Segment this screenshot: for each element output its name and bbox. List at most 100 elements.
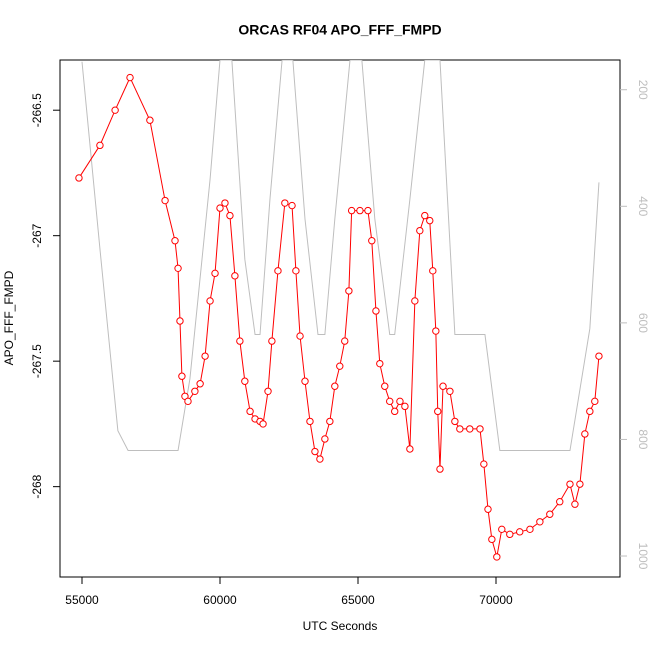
y-tick-label: -267.5 [30, 344, 44, 378]
point [498, 525, 506, 534]
point [241, 377, 249, 385]
point [274, 267, 282, 275]
point [316, 455, 324, 463]
y-axis-label: APO_FFF_FMPD [2, 270, 16, 365]
point [571, 500, 579, 508]
point [556, 498, 564, 506]
x-tick-label: 65000 [341, 593, 375, 607]
point [446, 387, 454, 395]
point [196, 380, 204, 388]
point [586, 407, 594, 416]
point [111, 106, 119, 114]
point [595, 352, 603, 360]
point [396, 397, 404, 406]
point [296, 332, 304, 340]
point [259, 420, 267, 428]
point [576, 480, 584, 488]
point [411, 297, 419, 305]
point [191, 387, 199, 395]
point [206, 297, 214, 305]
point [184, 397, 192, 406]
x-tick-label: 60000 [203, 593, 237, 607]
point [581, 430, 589, 438]
point [321, 435, 329, 443]
point [201, 352, 209, 360]
point [401, 402, 409, 411]
point [416, 226, 424, 235]
point [268, 337, 276, 345]
point [566, 480, 574, 488]
point [391, 407, 399, 416]
point [434, 407, 442, 416]
point [526, 525, 534, 534]
point [331, 382, 339, 390]
y-tick-label: -266.5 [30, 93, 44, 127]
point [174, 264, 182, 273]
point [381, 382, 389, 390]
point [75, 174, 83, 182]
point [429, 267, 437, 275]
point [456, 425, 464, 433]
point [226, 211, 234, 220]
point [341, 337, 349, 345]
point [246, 407, 254, 416]
point [231, 272, 239, 280]
y-tick-label: -267 [30, 223, 44, 247]
point [368, 236, 376, 245]
series-line [78, 76, 600, 558]
point [439, 382, 447, 390]
point [364, 206, 372, 215]
point [171, 236, 179, 245]
series-layer [75, 73, 603, 561]
series-layer [81, 60, 600, 452]
point [326, 417, 334, 426]
point [506, 530, 514, 539]
point [96, 141, 104, 150]
point [301, 377, 309, 385]
point [436, 465, 444, 473]
point [591, 397, 599, 406]
y2-tick-label: 1000 [636, 543, 650, 570]
chart-title: ORCAS RF04 APO_FFF_FMPD [238, 22, 441, 38]
point [336, 362, 344, 370]
point [546, 510, 554, 518]
x-tick-label: 55000 [65, 593, 99, 607]
point [386, 397, 394, 406]
point [536, 518, 544, 526]
point [516, 528, 524, 536]
y2-tick-label: 800 [636, 429, 650, 449]
point [356, 206, 364, 215]
point [292, 267, 300, 275]
point [484, 505, 492, 513]
point [488, 535, 496, 544]
point [451, 417, 459, 426]
axes: 55000 60000 65000 70000 -268 -267.5 -267 -266.5… [30, 80, 650, 607]
point [211, 269, 219, 278]
point [466, 425, 474, 433]
y2-tick-label: 200 [636, 80, 650, 100]
point [306, 417, 314, 426]
point [493, 553, 501, 561]
point [236, 337, 244, 345]
point [288, 201, 296, 210]
point [372, 307, 380, 315]
point [281, 199, 289, 207]
point [264, 387, 272, 395]
point [146, 116, 154, 124]
series-line [81, 60, 600, 452]
point [432, 327, 440, 335]
point [126, 73, 134, 82]
point [221, 199, 229, 207]
point [476, 425, 484, 433]
point [421, 211, 429, 220]
y2-tick-label: 400 [636, 196, 650, 216]
point [347, 206, 356, 215]
y-tick-label: -268 [30, 474, 44, 498]
point [178, 372, 186, 380]
point [311, 447, 319, 456]
x-tick-label: 70000 [479, 593, 513, 607]
point [345, 287, 353, 295]
point [480, 460, 488, 468]
x-axis-label: UTC Seconds [303, 619, 378, 633]
